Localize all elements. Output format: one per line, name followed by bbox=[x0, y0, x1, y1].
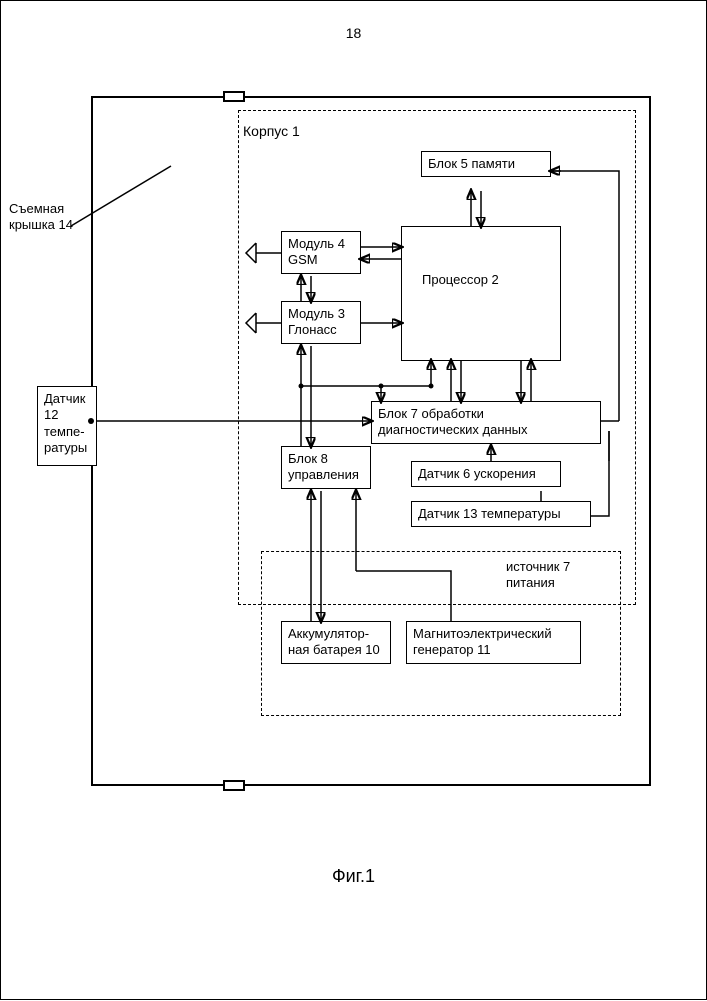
accel-box: Датчик 6 ускорения bbox=[411, 461, 561, 487]
diag-box: Блок 7 обработкидиагностических данных bbox=[371, 401, 601, 444]
memory-box: Блок 5 памяти bbox=[421, 151, 551, 177]
glonass-box: Модуль 3Глонасс bbox=[281, 301, 361, 344]
battery-box: Аккумулятор-ная батарея 10 bbox=[281, 621, 391, 664]
page: 18 Корпус 1 Съемнаякрышка 14 Датчик12тем… bbox=[0, 0, 707, 1000]
ctrl-box: Блок 8управления bbox=[281, 446, 371, 489]
corpus-label: Корпус 1 bbox=[243, 123, 300, 139]
tab-bottom bbox=[223, 780, 245, 791]
temp13-box: Датчик 13 температуры bbox=[411, 501, 591, 527]
figure-caption: Фиг.1 bbox=[1, 866, 706, 887]
processor-box: Процессор 2 bbox=[401, 226, 561, 361]
tab-top bbox=[223, 91, 245, 102]
cover-label: Съемнаякрышка 14 bbox=[9, 201, 89, 234]
sensor-12-box: Датчик12темпе-ратуры bbox=[37, 386, 97, 466]
power-source-label: источник 7питания bbox=[506, 559, 570, 592]
page-number: 18 bbox=[1, 25, 706, 41]
gsm-box: Модуль 4GSM bbox=[281, 231, 361, 274]
generator-box: Магнитоэлектрическийгенератор 11 bbox=[406, 621, 581, 664]
